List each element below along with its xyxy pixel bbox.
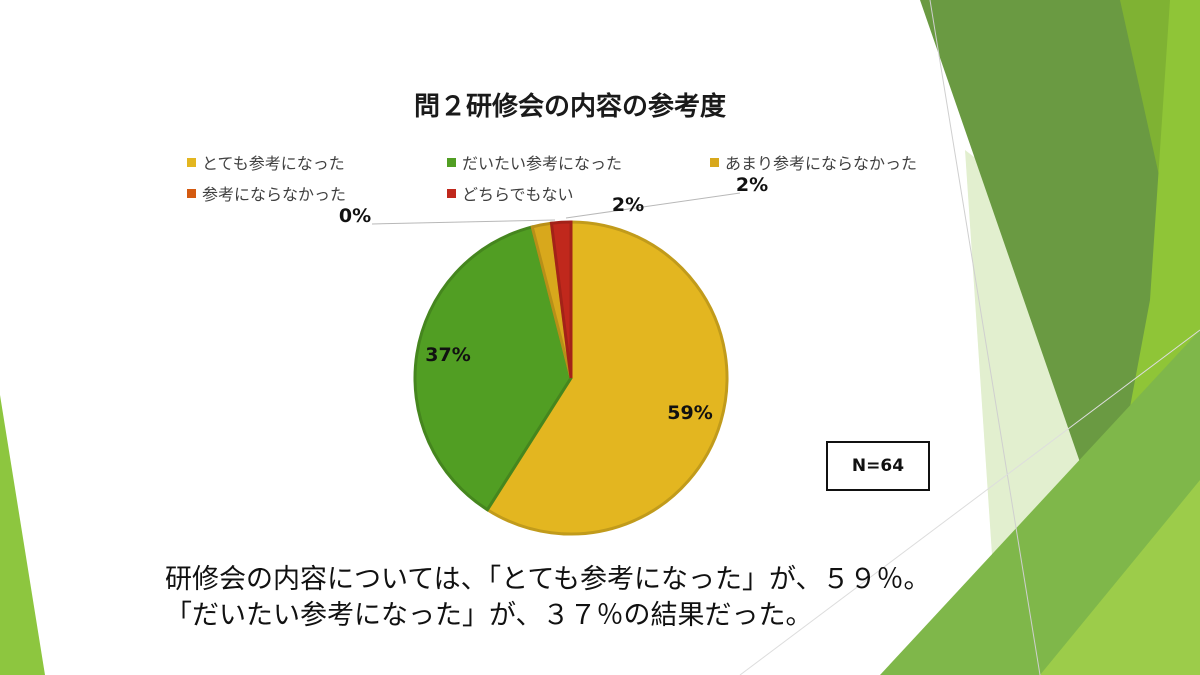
leader-line-not-useful (371, 219, 556, 225)
pie-slice-mostly-useful (413, 225, 573, 512)
pie-slice-very-useful (485, 220, 729, 536)
legend-swatch-not-useful (187, 188, 196, 198)
decor-line-1 (929, 0, 1041, 675)
legend-item-very-useful: とても参考になった (187, 150, 345, 174)
bottom-light-wedge (1040, 480, 1200, 675)
legend-label-not-very-useful: あまり参考にならなかった (725, 154, 918, 173)
chart-title: 問２研修会の内容の参考度 (413, 92, 726, 122)
legend-item-neither: どちらでもない (447, 181, 574, 205)
right-dark-band (920, 0, 1200, 520)
legend-label-mostly-useful: だいたい参考になった (462, 154, 623, 173)
legend-swatch-very-useful (187, 157, 196, 167)
summary-line-2: 「だいたい参考になった」が、３７％の結果だった。 (165, 600, 813, 631)
legend-item-not-very-useful: あまり参考にならなかった (710, 150, 917, 174)
legend-label-neither: どちらでもない (462, 185, 574, 204)
decor-line-2 (739, 329, 1200, 675)
legend-label-not-useful: 参考にならなかった (202, 185, 347, 204)
data-label-very-useful: 59% (667, 402, 713, 424)
legend-swatch-not-very-useful (710, 157, 719, 167)
data-label-not-very-useful: 2% (611, 194, 645, 216)
leader-line-neither (565, 192, 741, 219)
sample-size-box: N=64 (826, 441, 930, 491)
data-label-neither: 2% (735, 174, 769, 196)
summary-line-1: 研修会の内容については、「とても参考になった」が、５９％。 (165, 564, 931, 595)
legend-item-mostly-useful: だいたい参考になった (447, 150, 622, 174)
data-label-mostly-useful: 37% (425, 344, 471, 366)
pie-slice-neither (549, 220, 573, 379)
sample-size-label: N=64 (851, 456, 905, 476)
legend-swatch-neither (447, 188, 456, 198)
legend-item-not-useful: 参考にならなかった (187, 181, 346, 205)
legend-swatch-mostly-useful (447, 157, 456, 167)
left-green-triangle (0, 395, 45, 675)
legend-label-very-useful: とても参考になった (202, 154, 345, 173)
data-label-not-useful: 0% (338, 205, 372, 227)
